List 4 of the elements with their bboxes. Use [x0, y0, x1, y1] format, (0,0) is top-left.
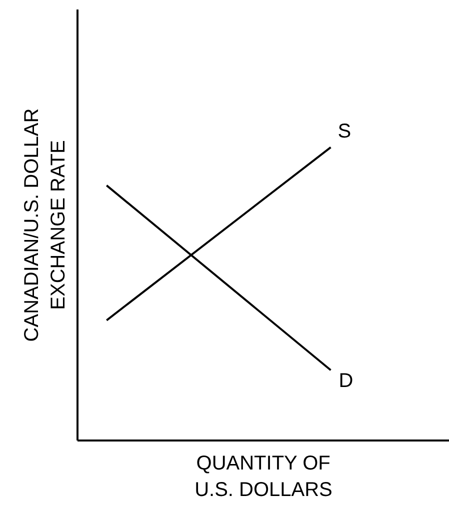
series-label: D [338, 370, 354, 392]
x-axis-title: QUANTITY OF U.S. DOLLARS [194, 452, 332, 501]
y-axis-title: CANADIAN/U.S. DOLLAR EXCHANGE RATE [21, 108, 70, 342]
series-label: S [338, 120, 352, 142]
